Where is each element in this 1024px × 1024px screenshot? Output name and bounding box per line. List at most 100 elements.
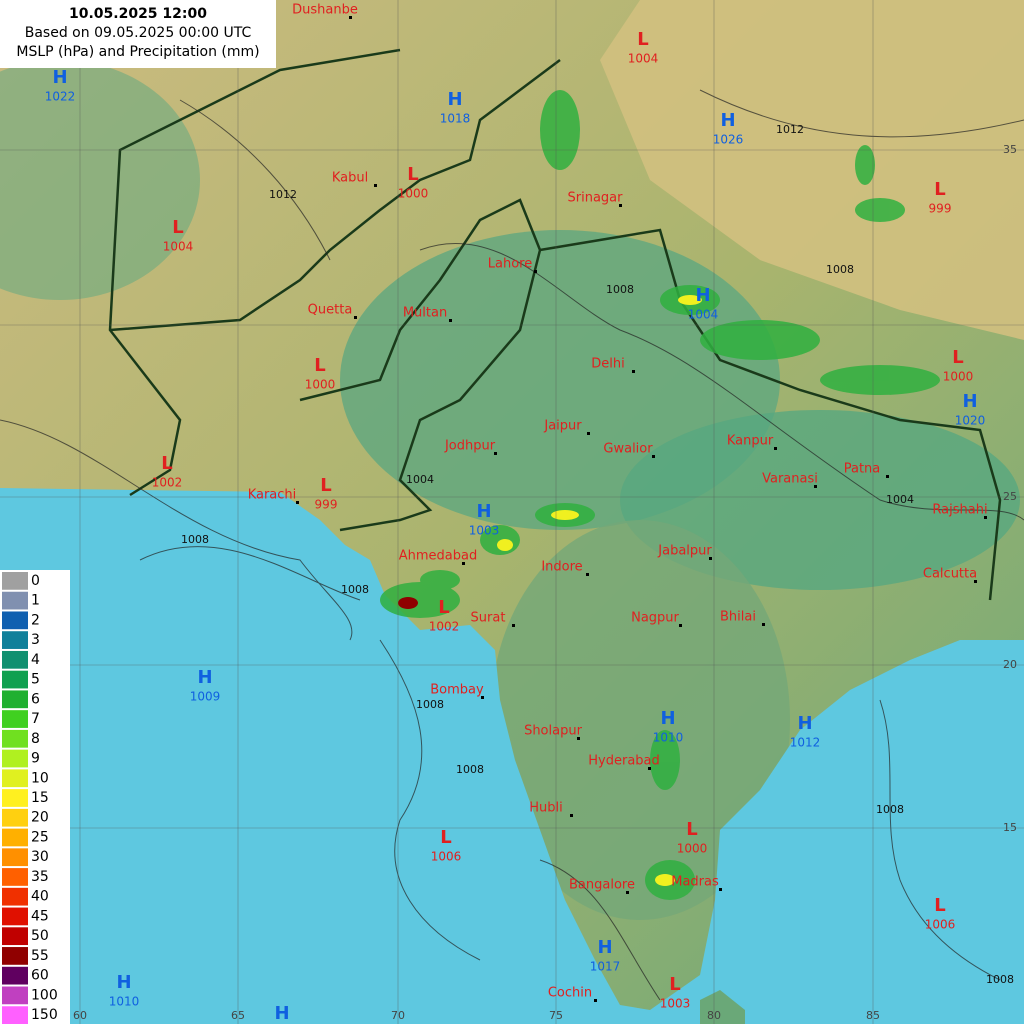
city-marker	[648, 767, 651, 770]
pressure-value: 1022	[45, 90, 76, 104]
pressure-value: 1010	[109, 995, 140, 1009]
legend-swatch	[2, 650, 28, 669]
city-marker	[984, 516, 987, 519]
isobar-label: 1012	[776, 123, 804, 136]
isobar-label: 1004	[406, 473, 434, 486]
city-marker	[709, 557, 712, 560]
pressure-value: 1020	[955, 414, 986, 428]
legend-swatch	[2, 947, 28, 965]
city-label: Jaipur	[543, 419, 582, 434]
pressure-center: L	[161, 453, 172, 474]
city-label: Hyderabad	[588, 754, 660, 769]
pressure-center: L	[320, 475, 331, 496]
legend-label: 100	[31, 987, 58, 1003]
city-label: Kanpur	[727, 434, 774, 449]
city-label: Dushanbe	[292, 3, 358, 18]
lowland	[0, 60, 200, 300]
city-marker	[619, 204, 622, 207]
legend-label: 8	[31, 731, 40, 747]
pressure-value: 1003	[660, 997, 691, 1011]
city-label: Nagpur	[631, 611, 679, 626]
city-marker	[587, 432, 590, 435]
city-marker	[586, 573, 589, 576]
pressure-center: L	[438, 597, 449, 618]
legend-label: 25	[31, 829, 49, 845]
legend-label: 2	[31, 612, 40, 628]
legend-label: 15	[31, 790, 49, 806]
legend-label: 0	[31, 573, 40, 589]
legend-swatch	[2, 1006, 28, 1024]
pressure-center: L	[314, 355, 325, 376]
pressure-center: L	[669, 974, 680, 995]
city-label: Quetta	[308, 303, 353, 318]
pressure-center: L	[952, 347, 963, 368]
city-label: Hubli	[529, 801, 563, 816]
legend-swatch	[2, 611, 28, 630]
lat-label: 35	[1003, 143, 1017, 156]
city-marker	[679, 624, 682, 627]
city-label: Bangalore	[569, 878, 635, 893]
city-label: Bhilai	[720, 610, 756, 625]
lat-label: 15	[1003, 821, 1017, 834]
city-marker	[512, 624, 515, 627]
isobar-label: 1008	[606, 283, 634, 296]
isobars	[0, 89, 1024, 1001]
city-label: Calcutta	[923, 567, 977, 582]
pressure-value: 1004	[688, 308, 719, 322]
pressure-center: H	[476, 501, 491, 522]
legend-swatch	[2, 986, 28, 1005]
isobar-label: 1008	[341, 583, 369, 596]
legend-swatch	[2, 927, 28, 946]
legend-label: 4	[31, 652, 40, 668]
city-marker	[577, 737, 580, 740]
pressure-value: 1026	[713, 133, 744, 147]
legend-label: 45	[31, 908, 49, 924]
pressure-center: H	[597, 937, 612, 958]
isobar-label: 1008	[986, 973, 1014, 986]
city-label: Bombay	[430, 683, 484, 698]
city-marker	[632, 370, 635, 373]
city-label: Gwalior	[603, 442, 653, 457]
pressure-center: H	[695, 285, 710, 306]
city-marker	[494, 452, 497, 455]
lon-label: 60	[73, 1009, 87, 1022]
lon-label: 75	[549, 1009, 563, 1022]
pressure-value: 1000	[677, 842, 708, 856]
city-marker	[814, 485, 817, 488]
isobar-label: 1008	[876, 803, 904, 816]
legend-label: 6	[31, 691, 40, 707]
pressure-value: 1006	[431, 850, 462, 864]
legend-label: 20	[31, 810, 49, 826]
city-label: Jabalpur	[657, 544, 712, 559]
city-marker	[462, 562, 465, 565]
legend-label: 7	[31, 711, 40, 727]
isobar-label: 1004	[886, 493, 914, 506]
legend-label: 40	[31, 889, 49, 905]
header-title: MSLP (hPa) and Precipitation (mm)	[16, 44, 259, 60]
city-marker	[886, 475, 889, 478]
pressure-center: H	[797, 713, 812, 734]
legend-swatch	[2, 828, 28, 847]
lon-label: 85	[866, 1009, 880, 1022]
pressure-center: L	[172, 217, 183, 238]
city-marker	[774, 447, 777, 450]
pressure-center: H	[447, 89, 462, 110]
city-label: Sholapur	[524, 724, 583, 739]
city-label: Varanasi	[762, 472, 818, 487]
city-label: Madras	[671, 875, 719, 890]
pressure-center: L	[440, 827, 451, 848]
pressure-value: 1018	[440, 112, 471, 126]
city-marker	[481, 696, 484, 699]
city-label: Cochin	[548, 986, 592, 1001]
pressure-center: H	[274, 1003, 289, 1024]
city-marker	[349, 16, 352, 19]
city-label: Srinagar	[568, 191, 624, 206]
city-marker	[974, 580, 977, 583]
pressure-value: 1000	[943, 370, 974, 384]
pressure-center: L	[637, 29, 648, 50]
city-marker	[296, 501, 299, 504]
isobar-label: 1012	[269, 188, 297, 201]
city-label: Patna	[844, 462, 881, 477]
